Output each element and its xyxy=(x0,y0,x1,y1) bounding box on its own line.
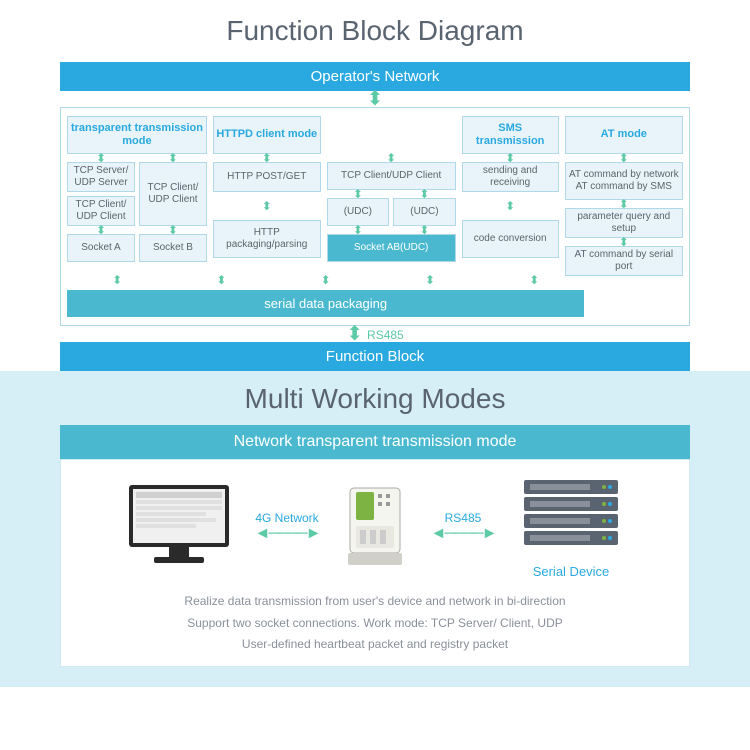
arrow-icon: ⬍ xyxy=(0,89,750,109)
cell: HTTP packaging/parsing xyxy=(213,220,321,258)
cell: sending and receiving xyxy=(462,162,559,192)
description-text: Realize data transmission from user's de… xyxy=(71,591,679,656)
arrow-icon: ⬍ xyxy=(380,274,480,286)
arrow-icon: ⬍ xyxy=(393,224,456,236)
desc-line: Support two socket connections. Work mod… xyxy=(71,613,679,635)
monitor-device xyxy=(124,480,234,575)
arrow-icon: ⬍ xyxy=(484,274,584,286)
module-device xyxy=(340,480,410,575)
arrow-line-icon: ◄────► xyxy=(430,525,495,543)
cell: AT command by serial port xyxy=(565,246,683,276)
cell: parameter query and setup xyxy=(565,208,683,238)
server-device: Serial Device xyxy=(516,475,626,579)
connection-rs485: RS485 ◄────► xyxy=(418,511,508,543)
rs485-label: RS485 xyxy=(367,329,404,341)
serial-data-bar: serial data packaging xyxy=(67,290,584,317)
arrow-icon: ⬍ xyxy=(67,274,167,286)
arrow-icon: ⬍ xyxy=(171,274,271,286)
column-httpd: HTTPD client mode ⬍ HTTP POST/GET ⬍ HTTP… xyxy=(213,116,321,276)
col-head: transparent transmission mode xyxy=(67,116,207,154)
page-title-1: Function Block Diagram xyxy=(0,0,750,62)
arrow-icon: ⬍ xyxy=(327,224,390,236)
column-sms: SMS transmission ⬍ sending and receiving… xyxy=(462,116,559,276)
cell: AT command by network AT command by SMS xyxy=(565,162,683,200)
network-content: 4G Network ◄────► xyxy=(60,459,690,667)
module-icon xyxy=(340,480,410,570)
column-tcp-udp: ⬍ TCP Client/UDP Client ⬍⬍ (UDC) (UDC) ⬍… xyxy=(327,116,456,276)
arrow-icon: ⬍ xyxy=(462,200,559,212)
arrow-icon: ⬍ xyxy=(213,200,321,212)
cell: TCP Server/ UDP Server xyxy=(67,162,135,192)
desc-line: Realize data transmission from user's de… xyxy=(71,591,679,613)
cell: TCP Client/UDP Client xyxy=(327,162,456,190)
network-mode-bar: Network transparent transmission mode xyxy=(60,425,690,459)
conn-label: 4G Network xyxy=(255,511,318,525)
function-block-bar: Function Block xyxy=(60,342,690,371)
cell: Socket A xyxy=(67,234,135,262)
desc-line: User-defined heartbeat packet and regist… xyxy=(71,634,679,656)
col-head: SMS transmission xyxy=(462,116,559,154)
operator-network-bar: Operator's Network xyxy=(60,62,690,91)
device-label: Serial Device xyxy=(516,564,626,579)
cell: code conversion xyxy=(462,220,559,258)
monitor-icon xyxy=(124,480,234,570)
connection-4g: 4G Network ◄────► xyxy=(242,511,332,543)
cell: TCP Client/ UDP Client xyxy=(139,162,207,226)
function-diagram-box: transparent transmission mode ⬍⬍ TCP Ser… xyxy=(60,107,690,326)
cell: TCP Client/ UDP Client xyxy=(67,196,135,226)
page-title-2: Multi Working Modes xyxy=(0,371,750,425)
column-at: AT mode ⬍ AT command by network AT comma… xyxy=(565,116,683,276)
arrow-line-icon: ◄────► xyxy=(254,525,319,543)
server-icon xyxy=(516,475,626,555)
cell: (UDC) xyxy=(327,198,390,226)
column-transparent: transparent transmission mode ⬍⬍ TCP Ser… xyxy=(67,116,207,276)
cell: HTTP POST/GET xyxy=(213,162,321,192)
arrow-icon: ⬍ xyxy=(276,274,376,286)
cell: (UDC) xyxy=(393,198,456,226)
multi-working-section: Multi Working Modes Network transparent … xyxy=(0,371,750,687)
col-head: AT mode xyxy=(565,116,683,154)
cell: Socket B xyxy=(139,234,207,262)
col-head: HTTPD client mode xyxy=(213,116,321,154)
col-head xyxy=(327,116,456,154)
conn-label: RS485 xyxy=(445,511,482,525)
arrow-icon: ⬍RS485 xyxy=(0,324,750,344)
cell: Socket AB(UDC) xyxy=(327,234,456,262)
